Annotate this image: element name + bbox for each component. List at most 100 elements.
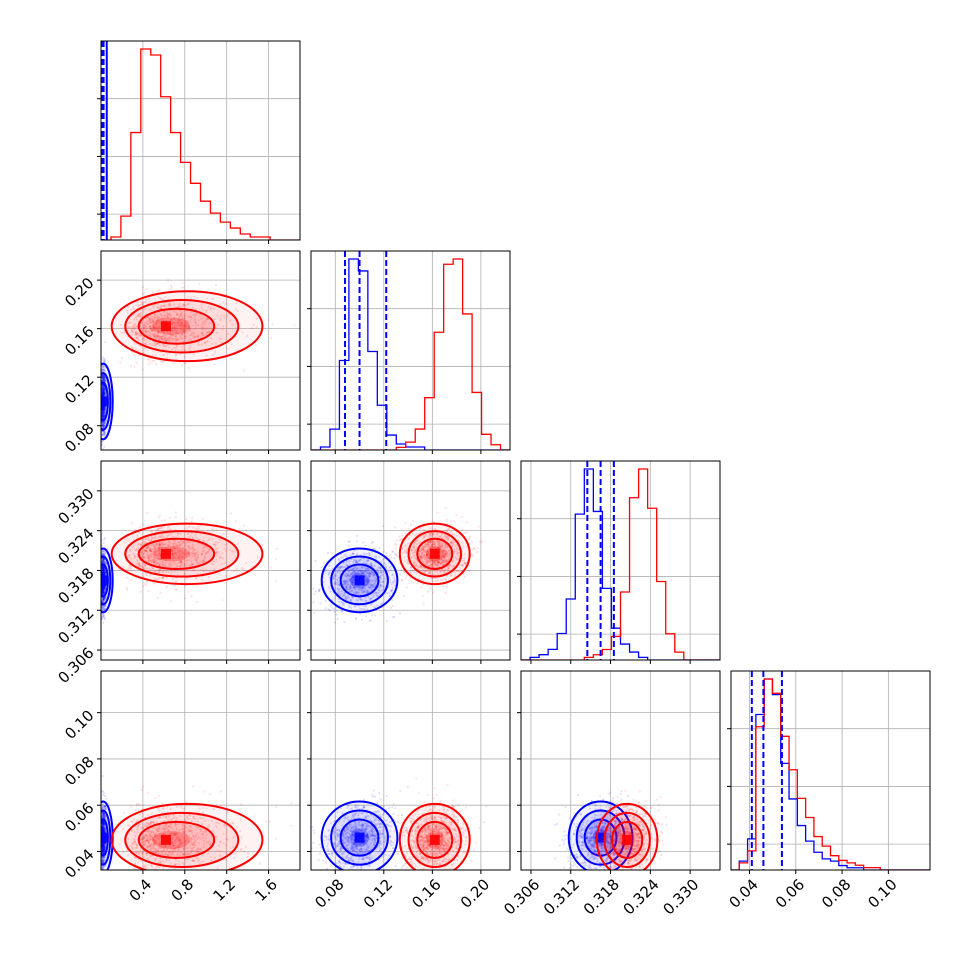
scatter-point xyxy=(101,600,104,603)
scatter-point xyxy=(158,544,161,547)
scatter-point xyxy=(102,393,105,396)
scatter-point xyxy=(195,576,198,580)
scatter-point xyxy=(143,321,147,325)
scatter-point xyxy=(101,571,104,575)
scatter-point xyxy=(220,556,223,559)
scatter-point xyxy=(101,370,104,373)
scatter-point xyxy=(102,585,105,588)
scatter-point xyxy=(102,391,105,395)
scatter-point xyxy=(160,306,163,309)
scatter-point xyxy=(176,312,179,316)
scatter-point xyxy=(184,542,187,545)
scatter-point xyxy=(103,591,106,594)
scatter-point xyxy=(103,378,106,382)
scatter-point xyxy=(101,392,104,396)
scatter-point xyxy=(103,414,106,418)
scatter-point xyxy=(149,321,152,324)
scatter-point xyxy=(145,298,148,301)
scatter-point xyxy=(135,325,138,329)
scatter-point xyxy=(220,314,223,317)
scatter-point xyxy=(135,337,138,340)
scatter-point xyxy=(215,529,218,532)
scatter-point xyxy=(103,360,106,364)
scatter-point xyxy=(200,331,203,335)
scatter-point xyxy=(191,552,194,555)
scatter-point xyxy=(183,325,187,328)
scatter-point xyxy=(136,336,139,339)
scatter-point xyxy=(103,379,106,382)
scatter-point xyxy=(102,591,105,594)
scatter-point xyxy=(179,349,182,352)
scatter-point xyxy=(160,337,163,340)
scatter-point xyxy=(157,336,160,340)
scatter-point xyxy=(149,308,153,312)
scatter-point xyxy=(179,549,182,552)
scatter-point xyxy=(169,517,172,520)
scatter-point xyxy=(153,557,156,560)
scatter-point xyxy=(101,605,104,608)
scatter-point xyxy=(102,409,105,412)
scatter-point xyxy=(184,319,187,323)
scatter-point xyxy=(102,414,106,418)
scatter-point xyxy=(167,303,170,306)
scatter-point xyxy=(101,386,104,389)
contour-line xyxy=(101,362,114,441)
scatter-point xyxy=(181,325,184,328)
scatter-point xyxy=(101,409,104,412)
scatter-point xyxy=(140,315,143,318)
scatter-point xyxy=(101,589,104,592)
scatter-point xyxy=(131,346,134,350)
contour-line xyxy=(101,547,114,614)
scatter-point xyxy=(214,548,217,551)
scatter-point xyxy=(324,599,327,602)
scatter-point xyxy=(103,407,106,410)
scatter-point xyxy=(165,340,168,343)
scatter-point xyxy=(169,313,172,316)
scatter-point xyxy=(153,327,156,330)
scatter-point xyxy=(183,329,186,332)
scatter-point xyxy=(175,353,178,357)
scatter-point xyxy=(101,379,104,383)
scatter-point xyxy=(189,315,193,319)
scatter-point xyxy=(177,544,181,547)
scatter-point xyxy=(222,301,225,304)
scatter-point xyxy=(103,424,106,427)
scatter-point xyxy=(156,319,159,322)
scatter-point xyxy=(102,552,105,556)
scatter-point xyxy=(103,394,106,397)
scatter-point xyxy=(101,406,104,409)
scatter-point xyxy=(103,406,107,409)
scatter-point xyxy=(188,328,191,331)
scatter-point xyxy=(188,553,192,556)
scatter-point xyxy=(102,376,105,379)
scatter-point xyxy=(104,340,107,344)
scatter-point xyxy=(124,538,128,541)
scatter-point xyxy=(155,328,159,332)
scatter-point xyxy=(157,568,161,571)
scatter-point xyxy=(147,556,150,560)
scatter-point xyxy=(102,568,105,571)
scatter-point xyxy=(141,301,144,304)
scatter-point xyxy=(158,564,161,567)
scatter-point xyxy=(101,600,105,603)
scatter-point xyxy=(102,411,105,415)
scatter-point xyxy=(133,328,136,331)
scatter-point xyxy=(165,559,168,562)
scatter-point xyxy=(103,598,106,601)
scatter-point xyxy=(157,527,160,530)
scatter-point xyxy=(103,587,106,590)
scatter-point xyxy=(175,313,179,316)
scatter-point xyxy=(102,407,105,410)
scatter-point xyxy=(146,550,149,554)
scatter-point xyxy=(139,312,143,315)
scatter-point xyxy=(127,325,130,329)
scatter-point xyxy=(135,333,138,337)
scatter-point xyxy=(101,368,104,371)
scatter-point xyxy=(102,558,105,562)
scatter-point xyxy=(195,312,198,316)
scatter-point xyxy=(151,567,154,570)
scatter-point xyxy=(218,555,221,559)
scatter-point xyxy=(187,302,190,306)
scatter-point xyxy=(101,560,104,563)
scatter-point xyxy=(201,302,204,306)
